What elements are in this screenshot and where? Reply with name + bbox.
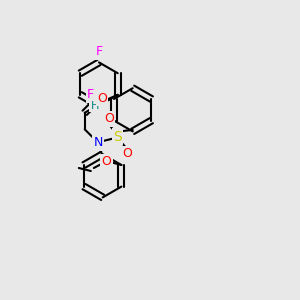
Text: O: O (122, 147, 132, 161)
Text: O: O (97, 92, 107, 105)
Text: H: H (90, 101, 99, 111)
Text: O: O (101, 155, 111, 169)
Text: N: N (94, 136, 103, 149)
Text: O: O (104, 112, 114, 125)
Text: F: F (95, 45, 103, 58)
Text: F: F (87, 88, 94, 101)
Text: S: S (113, 130, 122, 144)
Text: N: N (97, 96, 106, 109)
